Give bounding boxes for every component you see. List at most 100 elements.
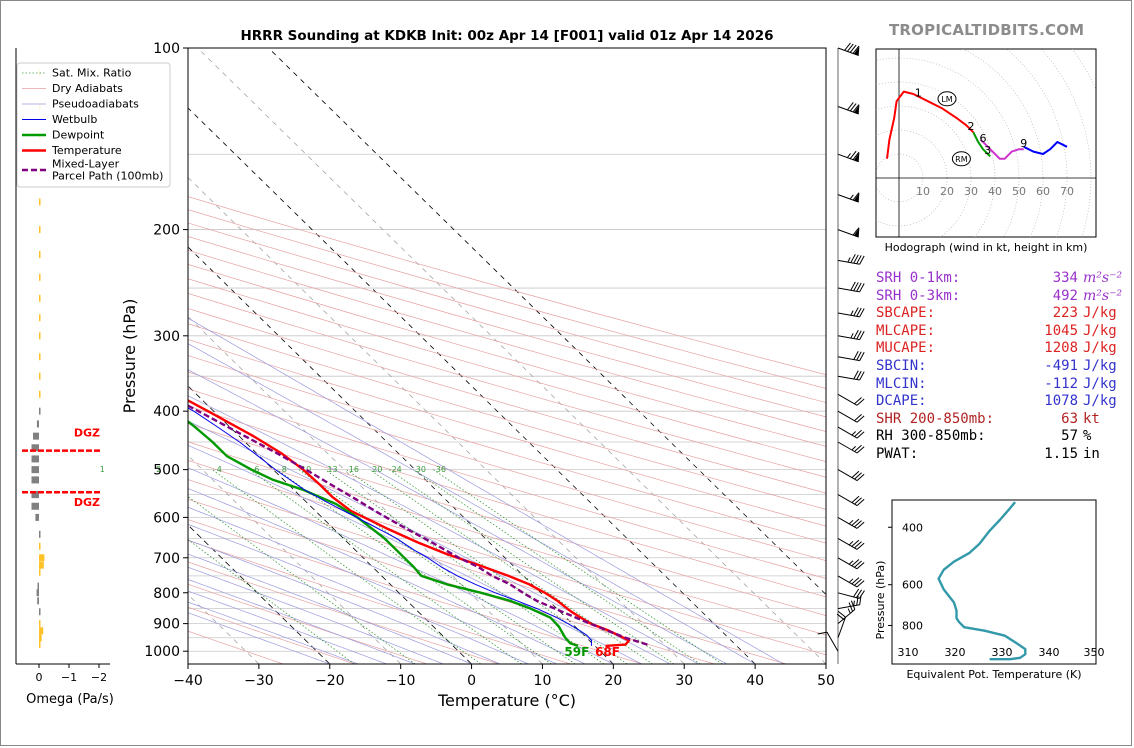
barb-half [848, 560, 854, 565]
omega-bar [39, 608, 41, 616]
barb-full [850, 600, 856, 610]
theta-e-x-tick-label: 350 [1084, 646, 1105, 659]
pseudoadiabat [188, 444, 642, 664]
legend-entry: Temperature [51, 144, 122, 157]
hodograph-ring-label: 30 [964, 185, 978, 198]
omega-bar [39, 542, 41, 550]
dewpoint-line [188, 420, 579, 648]
mixing-ratio-label: 4 [217, 465, 222, 474]
barb-staff [837, 426, 858, 439]
barb-full [854, 429, 862, 437]
barb-full [856, 415, 865, 423]
omega-bar [39, 226, 41, 234]
barb-staff [837, 312, 860, 318]
index-row: MLCIN: -112 J/kg [876, 376, 1126, 394]
index-value: 57 [1061, 428, 1078, 445]
y-tick-label: 1000 [144, 644, 180, 660]
wind-barb [837, 281, 865, 293]
wind-barb [837, 441, 865, 454]
barb-full [859, 308, 865, 318]
legend-entry-line: Mixed-Layer [52, 158, 120, 171]
barb-full [852, 45, 860, 54]
barb-full [856, 255, 862, 264]
barb-full [856, 473, 865, 481]
mixing-ratio-label: 20 [372, 465, 382, 474]
theta-e-x-tick-label: 310 [898, 646, 919, 659]
hodograph-segment-9-12km [1023, 141, 1068, 155]
hodograph-segment-3-6km [972, 131, 991, 158]
barb-staff [837, 616, 846, 638]
skewt-panel: 1 2 4 6 8 10 13 16 20 24 30 36100200300400500600700… [16, 28, 835, 710]
index-row: SRH 0-3km: 492 m²s⁻² [876, 288, 1126, 306]
wind-barb [837, 426, 865, 439]
index-value: 223 [1052, 305, 1078, 322]
omega-bar [39, 314, 41, 322]
index-unit: kt [1083, 410, 1100, 427]
index-row: SRH 0-1km: 334 m²s⁻² [876, 270, 1126, 288]
legend-entry: Dewpoint [52, 129, 105, 142]
barb-full [853, 329, 859, 339]
y-tick-label: 700 [153, 551, 180, 567]
wind-barb [837, 469, 865, 482]
barb-full [858, 590, 865, 599]
y-tick-label: 200 [153, 223, 180, 239]
hodograph-height-label: 6 [980, 132, 987, 145]
x-tick-label: 50 [817, 673, 835, 689]
wind-barb [817, 631, 839, 652]
barb-flag [853, 46, 860, 56]
barb-full [856, 562, 865, 570]
hodograph-height-label: 2 [968, 120, 975, 133]
dry-adiabat [188, 196, 826, 376]
barb-full [856, 431, 865, 439]
barb-half [848, 578, 854, 583]
pseudoadiabat [188, 343, 756, 664]
y-tick-label: 600 [153, 510, 180, 526]
index-label: MUCAPE: [876, 340, 936, 357]
theta-e-y-axis-label: Pressure (hPa) [874, 561, 887, 640]
omega-axis-label: Omega (Pa/s) [26, 692, 114, 707]
hodograph-ring-label: 60 [1036, 185, 1050, 198]
omega-bar [36, 420, 39, 428]
index-row: SHR 200-850mb: 63 kt [876, 411, 1126, 429]
mixing-ratio-label: 2 [156, 465, 161, 474]
omega-bar [39, 634, 42, 642]
omega-bar [37, 597, 39, 605]
barb-staff [837, 259, 860, 265]
barb-full [854, 414, 862, 422]
x-tick-label: −30 [244, 673, 274, 689]
index-row: SBCAPE: 223 J/kg [876, 305, 1126, 323]
hodograph-height-label: 1 [915, 86, 922, 99]
mixing-ratio-label: 16 [349, 465, 359, 474]
index-unit: % [1083, 428, 1092, 445]
omega-bar [39, 251, 41, 259]
y-tick-label: 800 [153, 586, 180, 602]
pseudoadiabat [188, 467, 614, 664]
dry-adiabat [188, 371, 826, 561]
barb-half [847, 257, 851, 263]
storm-motion-marker [937, 91, 957, 107]
barb-staff [837, 335, 860, 341]
wind-barb [837, 150, 860, 163]
omega-panel: DGZ DGZ 0 −1 −2 Omega (Pa/s) [15, 48, 114, 707]
hodograph-height-label: 9 [1020, 137, 1027, 150]
barb-half [850, 310, 854, 316]
wind-barb [837, 102, 860, 115]
barb-full [859, 371, 865, 381]
barb-half [849, 194, 854, 200]
x-tick-label: 30 [675, 673, 693, 689]
barb-full [849, 44, 857, 53]
barb-full [854, 444, 862, 452]
barb-full [851, 577, 860, 585]
barb-staff [837, 356, 860, 362]
pseudoadiabat [188, 566, 444, 664]
wind-barb [837, 557, 865, 570]
barb-staff [837, 604, 860, 610]
temperature-line [188, 399, 631, 648]
omega-bar [39, 332, 41, 340]
barb-full [851, 518, 860, 526]
dry-adiabat [188, 278, 826, 463]
x-tick-label: −10 [386, 673, 416, 689]
